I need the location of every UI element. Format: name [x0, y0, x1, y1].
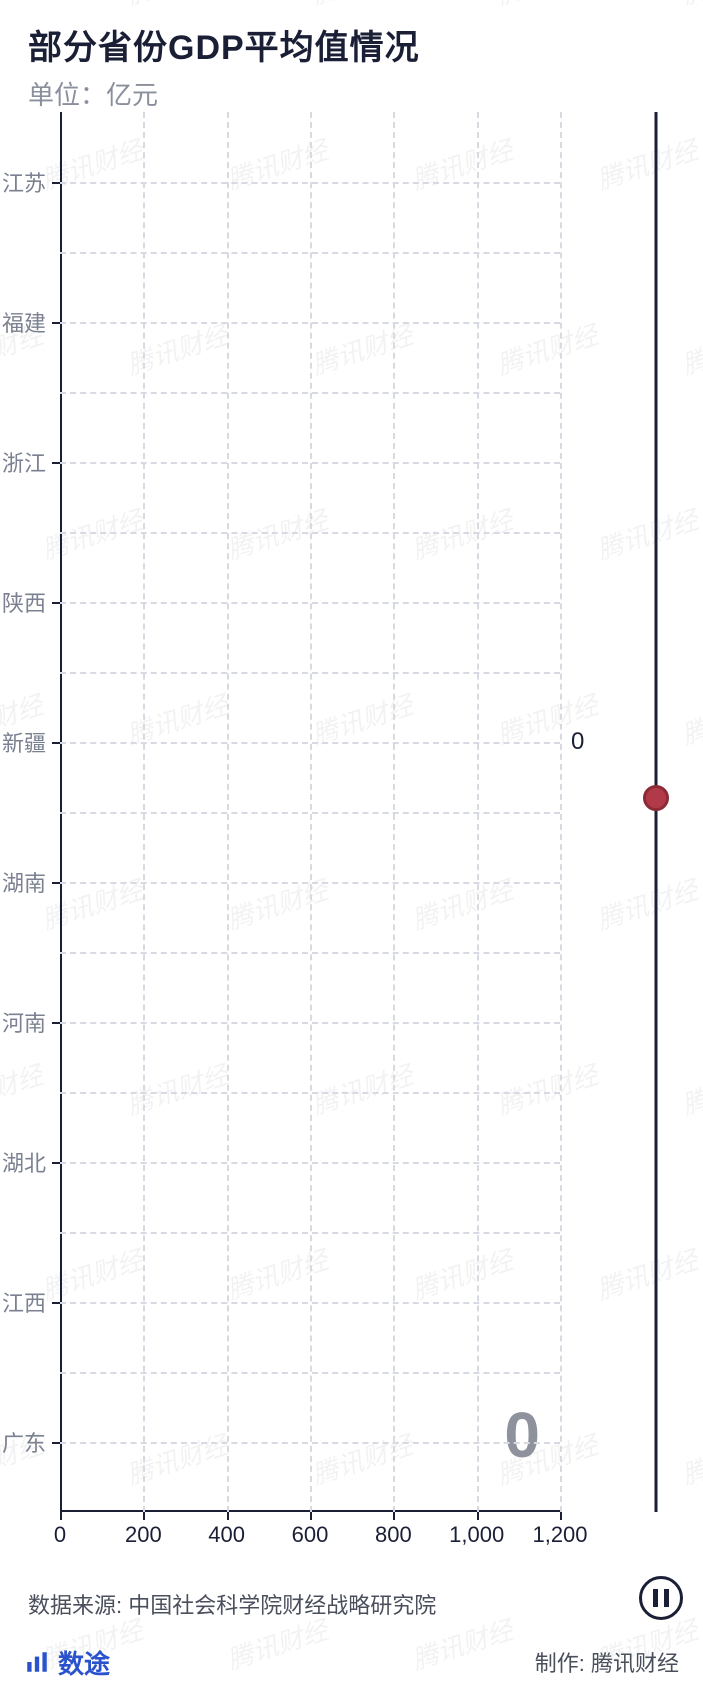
- frame-counter: 0: [504, 1398, 540, 1472]
- y-axis-label: 新疆: [2, 726, 60, 758]
- bar-value-label: 0: [571, 728, 584, 756]
- y-axis-label: 江西: [2, 1286, 60, 1318]
- x-axis-label: 1,000: [449, 1512, 504, 1548]
- made-by: 制作: 腾讯财经: [535, 1646, 679, 1678]
- made-label: 制作:: [535, 1651, 585, 1676]
- timeline-knob[interactable]: [643, 785, 669, 811]
- y-axis-label: 江苏: [2, 166, 60, 198]
- timeline-track: [655, 112, 658, 1512]
- y-axis-label: 湖南: [2, 866, 60, 898]
- plot-area: 0 江苏福建浙江陕西新疆湖南河南湖北江西广东02004006008001,000…: [60, 112, 560, 1512]
- footer: 数途 制作: 腾讯财经: [0, 1637, 703, 1687]
- source-text: 中国社会科学院财经战略研究院: [128, 1593, 436, 1618]
- grid-line: [310, 112, 312, 1512]
- grid-line: [143, 112, 145, 1512]
- grid-line: [227, 112, 229, 1512]
- y-axis-label: 浙江: [2, 446, 60, 478]
- timeline-slider[interactable]: [641, 112, 671, 1542]
- made-author: 腾讯财经: [591, 1651, 679, 1676]
- grid-line: [477, 112, 479, 1512]
- y-axis-label: 陕西: [2, 586, 60, 618]
- x-axis-label: 400: [208, 1512, 245, 1548]
- x-axis-label: 600: [292, 1512, 329, 1548]
- pause-icon: [653, 1589, 658, 1607]
- y-axis-label: 福建: [2, 306, 60, 338]
- chart-title: 部分省份GDP平均值情况: [28, 20, 675, 69]
- x-axis-label: 200: [125, 1512, 162, 1548]
- y-axis-label: 湖北: [2, 1146, 60, 1178]
- grid-line: [560, 112, 562, 1512]
- bar-chart-icon: [24, 1649, 50, 1675]
- grid-line: [393, 112, 395, 1512]
- y-axis-label: 河南: [2, 1006, 60, 1038]
- y-axis-label: 广东: [2, 1426, 60, 1458]
- chart-subtitle: 单位：亿元: [28, 75, 675, 112]
- data-source: 数据来源: 中国社会科学院财经战略研究院: [28, 1588, 436, 1620]
- chart-header: 部分省份GDP平均值情况 单位：亿元: [28, 20, 675, 112]
- x-axis-label: 0: [54, 1512, 66, 1548]
- pause-button[interactable]: [639, 1576, 683, 1620]
- brand-label: 数途: [58, 1644, 110, 1681]
- brand[interactable]: 数途: [24, 1644, 110, 1681]
- x-axis-label: 800: [375, 1512, 412, 1548]
- pause-icon: [664, 1589, 669, 1607]
- source-label: 数据来源:: [28, 1593, 122, 1618]
- bar-chart: 0 江苏福建浙江陕西新疆湖南河南湖北江西广东02004006008001,000…: [0, 112, 600, 1542]
- x-axis-label: 1,200: [532, 1512, 587, 1548]
